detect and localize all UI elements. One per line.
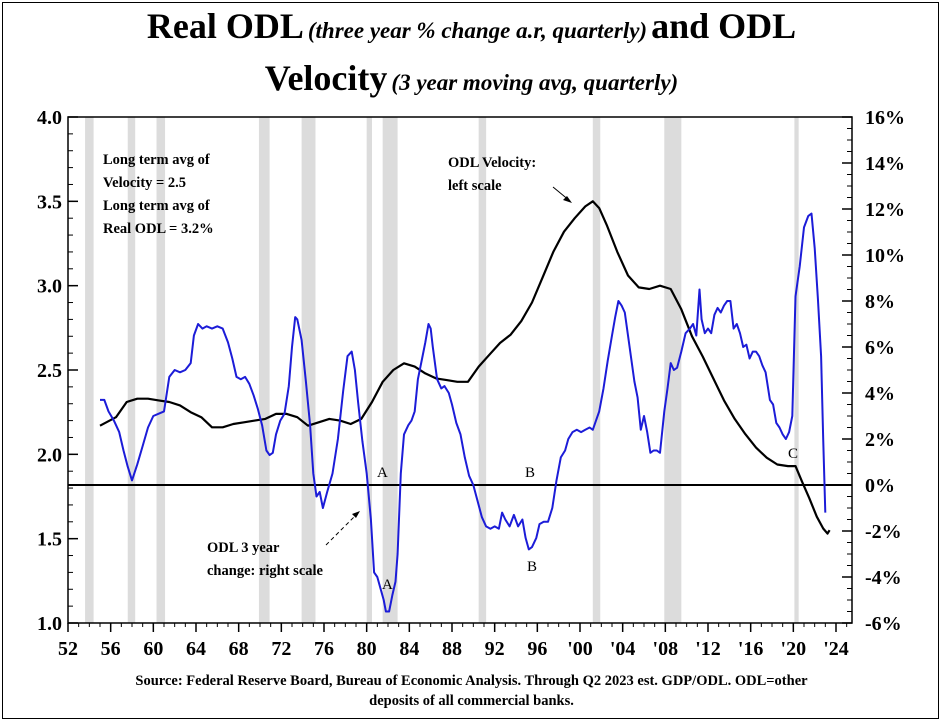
right-tick-label: 0% [865,475,895,497]
annotation-velocity-label-2: left scale [448,178,502,194]
recession-band-0 [85,117,94,623]
title-line2-main: Velocity [264,58,388,98]
chart-title: Real ODL (three year % change a.r, quart… [0,4,943,108]
annotation-odl-label-2: change: right scale [207,563,324,579]
marker-b-bottom: B [527,559,537,575]
axes: 1.0 1.5 2.0 2.5 3.0 3.5 4.0 -6% -4% -2% 0% 2% 4% 6% 8%… [37,107,905,660]
x-tick-label: 96 [527,638,547,660]
series-lines [99,200,831,613]
x-tick-label: 84 [399,638,419,660]
recession-band-7 [478,117,487,623]
title-line1-main: Real ODL [146,6,304,46]
marker-b-top: B [525,465,535,481]
marker-a-top: A [377,465,388,481]
recession-bands [85,117,799,623]
recession-band-3 [258,117,270,623]
real-odl-series-line [100,212,827,613]
velocity-series-line [99,200,831,535]
annotation-avg-odl-1: Long term avg of [103,198,210,214]
right-tick-label: -6% [865,613,902,635]
recession-band-10 [794,117,799,623]
title-line1-paren: (three year % change a.r, quarterly) [307,18,648,43]
x-tick-label: 72 [271,638,291,660]
x-tick-label: '20 [781,638,807,660]
right-tick-label: 10% [865,245,905,267]
marker-c: C [788,446,798,462]
x-tick-label: '16 [738,638,764,660]
right-tick-label: -4% [865,567,902,589]
x-tick-label: 88 [442,638,462,660]
left-tick-label: 4.0 [37,107,62,129]
marker-a-bottom: A [382,577,393,593]
right-tick-label: 4% [865,383,895,405]
title-line2-paren: (3 year moving avg, quarterly) [391,70,679,95]
left-tick-label: 1.5 [37,529,62,551]
recession-band-1 [127,117,136,623]
annotation-velocity-label-1: ODL Velocity: [448,155,536,171]
left-tick-label: 2.0 [37,444,62,466]
x-tick-label: '08 [653,638,679,660]
x-tick-label: 60 [143,638,163,660]
x-tick-label: 64 [186,638,206,660]
x-tick-label: '04 [610,638,636,660]
x-tick-label: 68 [229,638,249,660]
left-tick-label: 2.5 [37,360,62,382]
right-tick-label: 16% [865,107,905,129]
recession-band-6 [382,117,398,623]
right-tick-label: -2% [865,521,902,543]
annotation-avg-velocity-1: Long term avg of [103,152,210,168]
x-tick-label: 56 [101,638,121,660]
odl-arrow-head [352,511,360,518]
recession-band-8 [592,117,601,623]
source-line-1: Source: Federal Reserve Board, Bureau of… [135,673,808,689]
left-tick-label: 3.0 [37,276,62,298]
x-tick-label: 52 [58,638,78,660]
annotation-odl-label-1: ODL 3 year [207,540,280,556]
right-tick-label: 12% [865,199,905,221]
right-tick-label: 6% [865,337,895,359]
recession-band-5 [366,117,372,623]
recession-band-2 [156,117,166,623]
title-line1-end: and ODL [651,6,797,46]
source-line-2: deposits of all commercial banks. [369,693,574,709]
right-tick-label: 2% [865,429,895,451]
recession-band-4 [301,117,316,623]
right-tick-label: 14% [865,153,905,175]
right-tick-label: 8% [865,291,895,313]
annotation-avg-velocity-2: Velocity = 2.5 [103,175,186,191]
x-tick-label: '00 [567,638,593,660]
x-tick-label: '24 [823,638,849,660]
x-tick-label: 76 [314,638,334,660]
x-tick-label: 80 [357,638,377,660]
odl-arrow-line [325,513,358,546]
annotation-avg-odl-2: Real ODL = 3.2% [103,221,214,237]
annotations: Long term avg of Velocity = 2.5 Long ter… [103,152,798,593]
left-tick-label: 3.5 [37,191,62,213]
x-tick-label: '12 [695,638,721,660]
velocity-arrow-head [563,196,572,203]
left-tick-label: 1.0 [37,613,62,635]
x-tick-label: 92 [485,638,505,660]
source-note: Source: Federal Reserve Board, Bureau of… [0,671,943,711]
